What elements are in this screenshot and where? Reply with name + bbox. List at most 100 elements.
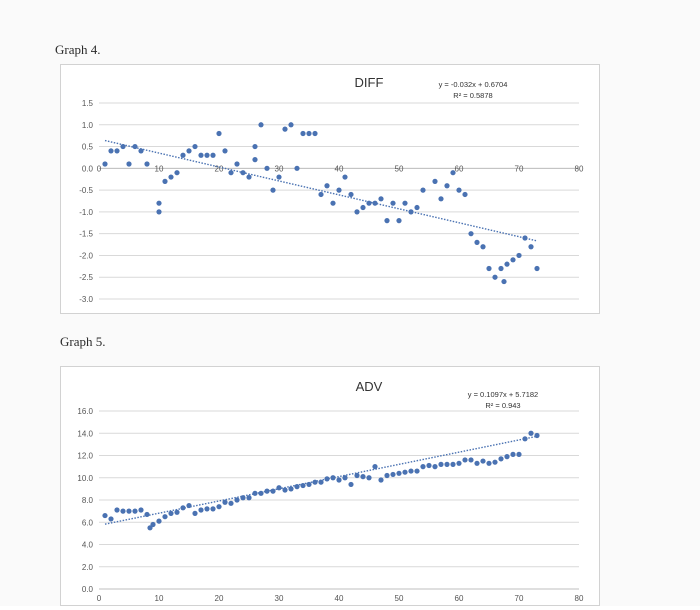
data-point — [456, 460, 462, 466]
data-point — [198, 507, 204, 513]
data-point — [504, 454, 510, 460]
data-point — [504, 261, 510, 267]
data-point — [324, 476, 330, 482]
data-point — [378, 477, 384, 483]
data-point — [366, 475, 372, 481]
data-point — [228, 170, 234, 176]
x-tick-label: 80 — [575, 594, 584, 603]
graph5-caption: Graph 5. — [60, 334, 106, 349]
y-tick-label: 4.0 — [82, 541, 94, 550]
data-point — [348, 191, 354, 198]
data-point — [426, 462, 432, 469]
chart-title: DIFF — [355, 75, 384, 90]
data-point — [276, 174, 282, 180]
x-tick-label: 0 — [97, 164, 102, 173]
data-point — [204, 506, 210, 512]
data-point — [318, 191, 324, 198]
data-point — [228, 500, 234, 506]
data-point — [330, 200, 336, 206]
y-tick-label: 16.0 — [77, 407, 93, 416]
data-point — [174, 170, 180, 176]
trendline-r-squared: R² = 0.943 — [485, 401, 520, 410]
data-point — [348, 481, 354, 488]
graph4-caption: Graph 4. — [55, 42, 101, 57]
data-point — [414, 204, 420, 211]
data-point — [468, 457, 474, 463]
data-point — [234, 497, 240, 503]
data-point — [534, 265, 540, 272]
data-point — [450, 170, 456, 176]
data-point — [252, 143, 258, 150]
data-point — [210, 506, 216, 512]
data-point — [336, 187, 342, 193]
trendline — [104, 139, 538, 242]
data-point — [108, 516, 114, 522]
data-point — [102, 161, 108, 167]
data-point — [372, 200, 378, 206]
data-point — [240, 170, 246, 176]
data-point — [306, 481, 312, 488]
data-point — [516, 451, 522, 457]
data-point — [186, 502, 192, 509]
data-point — [462, 191, 468, 198]
data-point — [156, 209, 162, 215]
data-point — [270, 187, 276, 193]
data-point — [300, 482, 306, 489]
x-tick-label: 30 — [275, 594, 284, 603]
trendline-r-squared: R² = 0.5878 — [453, 91, 492, 100]
data-point — [288, 122, 294, 128]
data-point — [204, 152, 210, 158]
data-point — [528, 430, 534, 436]
y-tick-label: 1.5 — [82, 99, 94, 108]
data-point — [144, 511, 150, 518]
data-point — [132, 508, 138, 514]
data-point — [114, 507, 120, 513]
x-tick-label: 40 — [335, 164, 344, 173]
y-tick-label: -1.0 — [79, 208, 93, 217]
data-point — [180, 152, 186, 158]
data-point — [162, 514, 168, 520]
data-point — [324, 183, 330, 189]
data-point — [270, 488, 276, 494]
data-point — [216, 130, 222, 137]
data-point — [276, 485, 282, 491]
y-tick-label: -3.0 — [79, 295, 93, 304]
data-point — [312, 130, 318, 137]
trendline-equation: y = 0.1097x + 5.7182 — [468, 390, 538, 399]
data-point — [150, 521, 156, 528]
data-point — [492, 459, 498, 465]
data-point — [378, 196, 384, 202]
x-tick-label: 10 — [155, 164, 164, 173]
data-point — [156, 518, 162, 524]
data-point — [222, 148, 228, 154]
data-point — [156, 200, 162, 206]
data-point — [366, 200, 372, 206]
data-point — [312, 479, 318, 485]
y-tick-label: -0.5 — [79, 186, 93, 195]
data-point — [246, 174, 252, 180]
data-point — [144, 161, 150, 167]
x-tick-label: 60 — [455, 594, 464, 603]
data-point — [528, 244, 534, 250]
data-point — [402, 200, 408, 206]
data-point — [438, 461, 444, 467]
data-point — [210, 152, 216, 158]
data-point — [501, 278, 507, 285]
data-point — [432, 464, 438, 470]
data-point — [342, 475, 348, 481]
data-point — [408, 209, 414, 215]
data-point — [474, 460, 480, 466]
data-point — [282, 126, 288, 132]
data-point — [138, 148, 144, 154]
data-point — [147, 525, 153, 531]
adv-chart-panel: ADV 16.0 14.0 12.0 10.0 8.0 6.0 4.0 2.0 0.0 0 10 20 3… — [60, 366, 600, 606]
y-tick-label: -1.5 — [79, 230, 93, 239]
data-point — [474, 239, 480, 245]
data-point — [420, 187, 426, 193]
x-tick-label: 50 — [395, 594, 404, 603]
data-point — [294, 484, 300, 490]
data-point — [516, 252, 522, 259]
data-point — [384, 472, 390, 479]
data-point — [354, 209, 360, 215]
